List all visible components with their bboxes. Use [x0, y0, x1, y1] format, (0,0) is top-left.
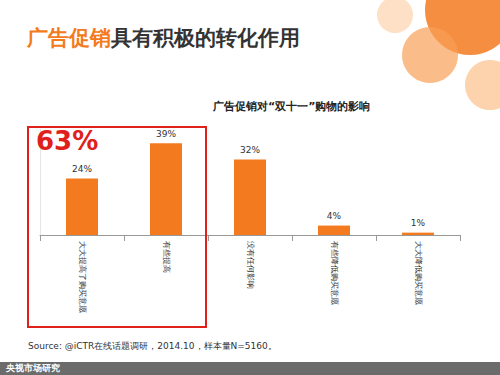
- svg-text:央视市场研究: 央视市场研究: [5, 363, 60, 373]
- svg-text:63%: 63%: [36, 126, 98, 156]
- svg-text:39%: 39%: [156, 129, 176, 139]
- svg-text:没有任何影响: 没有任何影响: [246, 241, 255, 289]
- svg-text:广告促销对“双十一”购物的影响: 广告促销对“双十一”购物的影响: [212, 100, 370, 113]
- svg-text:广告促销: 广告促销: [26, 26, 111, 50]
- svg-text:大大提高了购买意愿: 大大提高了购买意愿: [78, 241, 87, 313]
- svg-text:具有积极的转化作用: 具有积极的转化作用: [110, 26, 300, 50]
- svg-text:4%: 4%: [327, 211, 342, 221]
- svg-text:32%: 32%: [240, 145, 260, 155]
- svg-text:有些降低购买意愿: 有些降低购买意愿: [330, 241, 339, 305]
- svg-text:1%: 1%: [411, 218, 426, 228]
- svg-text:有些提高: 有些提高: [162, 241, 171, 273]
- svg-text:24%: 24%: [72, 164, 92, 174]
- svg-text:大大降低购买意愿: 大大降低购买意愿: [414, 241, 423, 305]
- svg-text:Source: @iCTR在线话题调研，2014.10，样本: Source: @iCTR在线话题调研，2014.10，样本量N=5160。: [28, 341, 277, 351]
